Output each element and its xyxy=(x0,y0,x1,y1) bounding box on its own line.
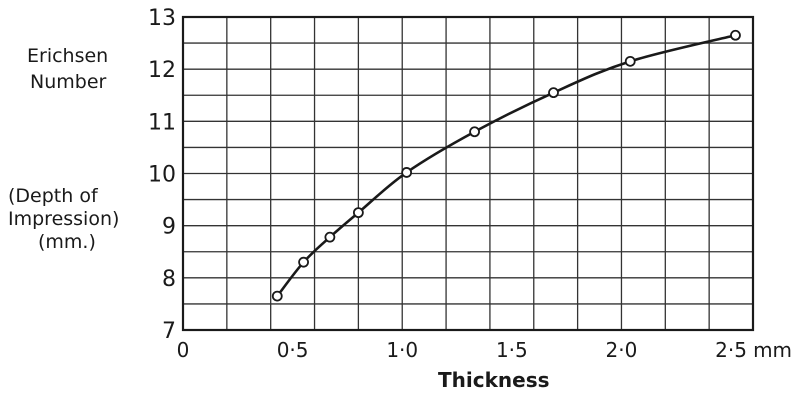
y-tick-label: 10 xyxy=(148,163,176,188)
y-tick-label: 13 xyxy=(148,6,176,31)
x-tick-label: 1·0 xyxy=(386,338,418,362)
ylabel-line-depth: (Depth of xyxy=(8,185,98,207)
y-tick-label: 9 xyxy=(162,215,176,240)
x-tick-label: 1·5 xyxy=(496,338,528,362)
x-tick-label: 2·5 xyxy=(715,338,747,362)
y-tick-label: 8 xyxy=(162,267,176,292)
y-tick-label: 11 xyxy=(148,110,176,135)
data-point xyxy=(298,256,309,268)
y-tick-label: 7 xyxy=(162,319,176,344)
x-tick-label: 0·5 xyxy=(277,338,309,362)
data-point xyxy=(624,55,636,67)
ylabel-line-impression: Impression) xyxy=(8,208,120,230)
data-point xyxy=(324,231,336,243)
data-point xyxy=(271,290,283,302)
ylabel-line-mm: (mm.) xyxy=(38,231,96,253)
ylabel-line-number: Number xyxy=(30,71,107,93)
x-unit-label: mm. xyxy=(753,338,791,362)
x-tick-label: 0 xyxy=(177,338,190,362)
data-point xyxy=(730,29,741,41)
ylabel-line-erichsen: Erichsen xyxy=(27,45,109,67)
data-point xyxy=(469,126,480,138)
x-tick-label: 2·0 xyxy=(606,338,638,362)
plot-frame xyxy=(181,15,755,332)
x-axis-title: Thickness xyxy=(438,368,550,392)
data-point xyxy=(548,87,559,99)
data-point xyxy=(401,167,413,178)
y-tick-label: 12 xyxy=(148,58,176,83)
data-point xyxy=(352,207,364,219)
series-line xyxy=(276,33,736,297)
